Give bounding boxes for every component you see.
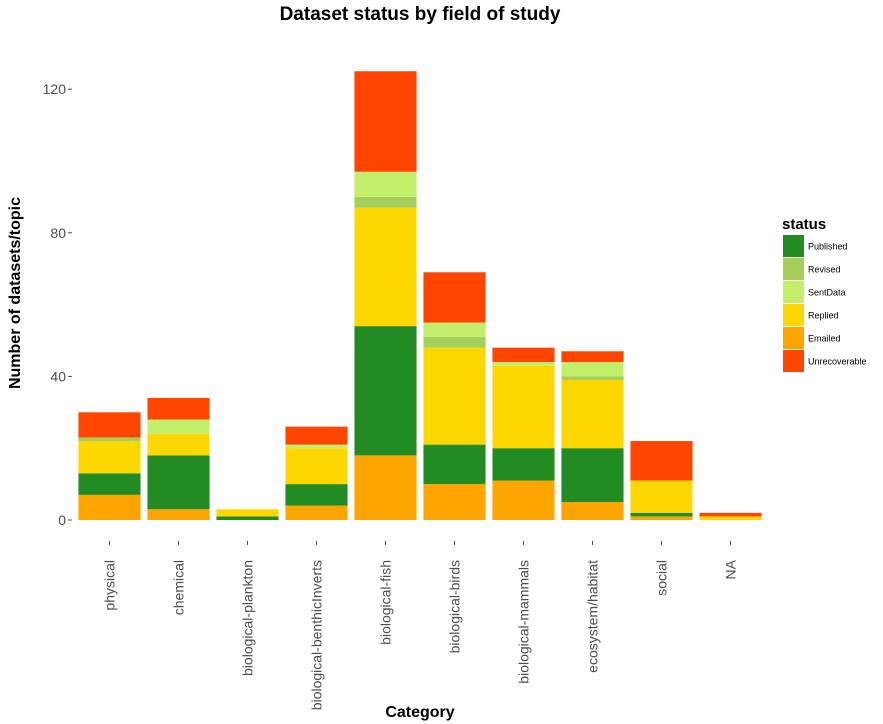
y-axis-title: Number of datasets/topic xyxy=(7,197,24,389)
legend-key-emailed xyxy=(783,327,804,349)
x-tick-label-biological-fish: biological-fish xyxy=(378,560,394,645)
x-tick-label-biological-plankton: biological-plankton xyxy=(240,560,256,676)
legend-key-revised xyxy=(783,258,804,280)
bar-ecosystem-habitat-emailed xyxy=(561,502,624,520)
y-tick-label-80: 80 xyxy=(50,225,66,241)
bar-chemical-emailed xyxy=(147,509,210,520)
chart-title: Dataset status by field of study xyxy=(280,4,561,25)
legend-label-replied: Replied xyxy=(808,311,839,321)
bar-social-emailed xyxy=(630,516,693,520)
bar-biological-birds-emailed xyxy=(423,484,486,520)
bar-biological-birds-sentdata xyxy=(423,322,486,337)
bar-biological-fish-unrecoverable xyxy=(354,71,417,172)
legend-label-revised: Revised xyxy=(808,265,841,275)
y-tick-label-120: 120 xyxy=(43,81,67,97)
bar-biological-fish-replied xyxy=(354,207,417,327)
legend-label-emailed: Emailed xyxy=(808,334,841,344)
bar-biological-benthicinverts-unrecoverable xyxy=(285,426,348,445)
x-tick-label-biological-mammals: biological-mammals xyxy=(516,560,532,684)
x-tick-label-ecosystem-habitat: ecosystem/habitat xyxy=(585,560,601,673)
bar-ecosystem-habitat-revised xyxy=(561,376,624,380)
bar-biological-mammals-sentdata xyxy=(492,362,555,366)
legend-key-unrecoverable xyxy=(783,350,804,372)
bar-biological-birds-unrecoverable xyxy=(423,272,486,323)
bar-biological-fish-sentdata xyxy=(354,171,417,197)
bar-social-unrecoverable xyxy=(630,441,693,481)
bar-biological-benthicinverts-published xyxy=(285,484,348,506)
legend-label-unrecoverable: Unrecoverable xyxy=(808,357,867,367)
bars-group xyxy=(78,71,762,520)
legend-key-sentdata xyxy=(783,281,804,303)
bar-physical-published xyxy=(78,473,141,495)
bar-chemical-replied xyxy=(147,433,210,456)
legend-label-sentdata: SentData xyxy=(808,288,846,298)
legend-label-published: Published xyxy=(808,242,848,252)
bar-biological-fish-revised xyxy=(354,196,417,208)
x-tick-label-chemical: chemical xyxy=(171,560,187,615)
bar-biological-benthicinverts-replied xyxy=(285,448,348,485)
x-tick-label-social: social xyxy=(654,560,670,596)
legend-title: status xyxy=(782,216,826,233)
bar-chemical-unrecoverable xyxy=(147,397,210,420)
bar-ecosystem-habitat-replied xyxy=(561,379,624,449)
bar-biological-mammals-published xyxy=(492,448,555,481)
bar-biological-fish-emailed xyxy=(354,455,417,520)
bar-biological-plankton-replied xyxy=(216,509,279,517)
bar-na-replied xyxy=(699,516,762,520)
bar-ecosystem-habitat-published xyxy=(561,448,624,503)
legend: status Published Revised SentData Replied Em… xyxy=(782,216,867,372)
bar-chemical-published xyxy=(147,455,210,510)
x-tick-label-physical: physical xyxy=(102,560,118,611)
bar-biological-fish-published xyxy=(354,326,417,456)
y-tick-label-0: 0 xyxy=(58,512,66,528)
bar-na-unrecoverable xyxy=(699,512,762,517)
bar-biological-birds-published xyxy=(423,444,486,485)
x-tick-label-biological-benthicinverts: biological-benthicInverts xyxy=(309,560,325,710)
bar-physical-revised xyxy=(78,437,141,442)
x-tick-label-na: NA xyxy=(723,559,739,579)
bar-biological-benthicinverts-emailed xyxy=(285,505,348,520)
bar-biological-birds-replied xyxy=(423,347,486,445)
bar-physical-emailed xyxy=(78,494,141,520)
y-axis: 0 40 80 120 xyxy=(43,81,72,528)
bar-chemical-sentdata xyxy=(147,419,210,434)
bar-biological-benthicinverts-sentdata xyxy=(285,444,348,449)
x-tick-label-biological-birds: biological-birds xyxy=(447,560,463,653)
legend-key-published xyxy=(783,235,804,257)
bar-physical-unrecoverable xyxy=(78,412,141,438)
bar-ecosystem-habitat-unrecoverable xyxy=(561,351,624,363)
bar-ecosystem-habitat-sentdata xyxy=(561,362,624,377)
x-axis-title: Category xyxy=(385,704,454,721)
bar-physical-replied xyxy=(78,441,141,474)
x-axis: physical chemical biological-plankton biolo… xyxy=(102,541,739,710)
y-tick-label-40: 40 xyxy=(50,368,66,384)
bar-social-replied xyxy=(630,480,693,513)
bar-biological-plankton-published xyxy=(216,516,279,520)
bar-social-published xyxy=(630,512,693,517)
bar-biological-mammals-emailed xyxy=(492,480,555,520)
bar-biological-birds-revised xyxy=(423,336,486,348)
bar-biological-mammals-unrecoverable xyxy=(492,347,555,363)
bar-biological-mammals-replied xyxy=(492,365,555,449)
legend-key-replied xyxy=(783,304,804,326)
